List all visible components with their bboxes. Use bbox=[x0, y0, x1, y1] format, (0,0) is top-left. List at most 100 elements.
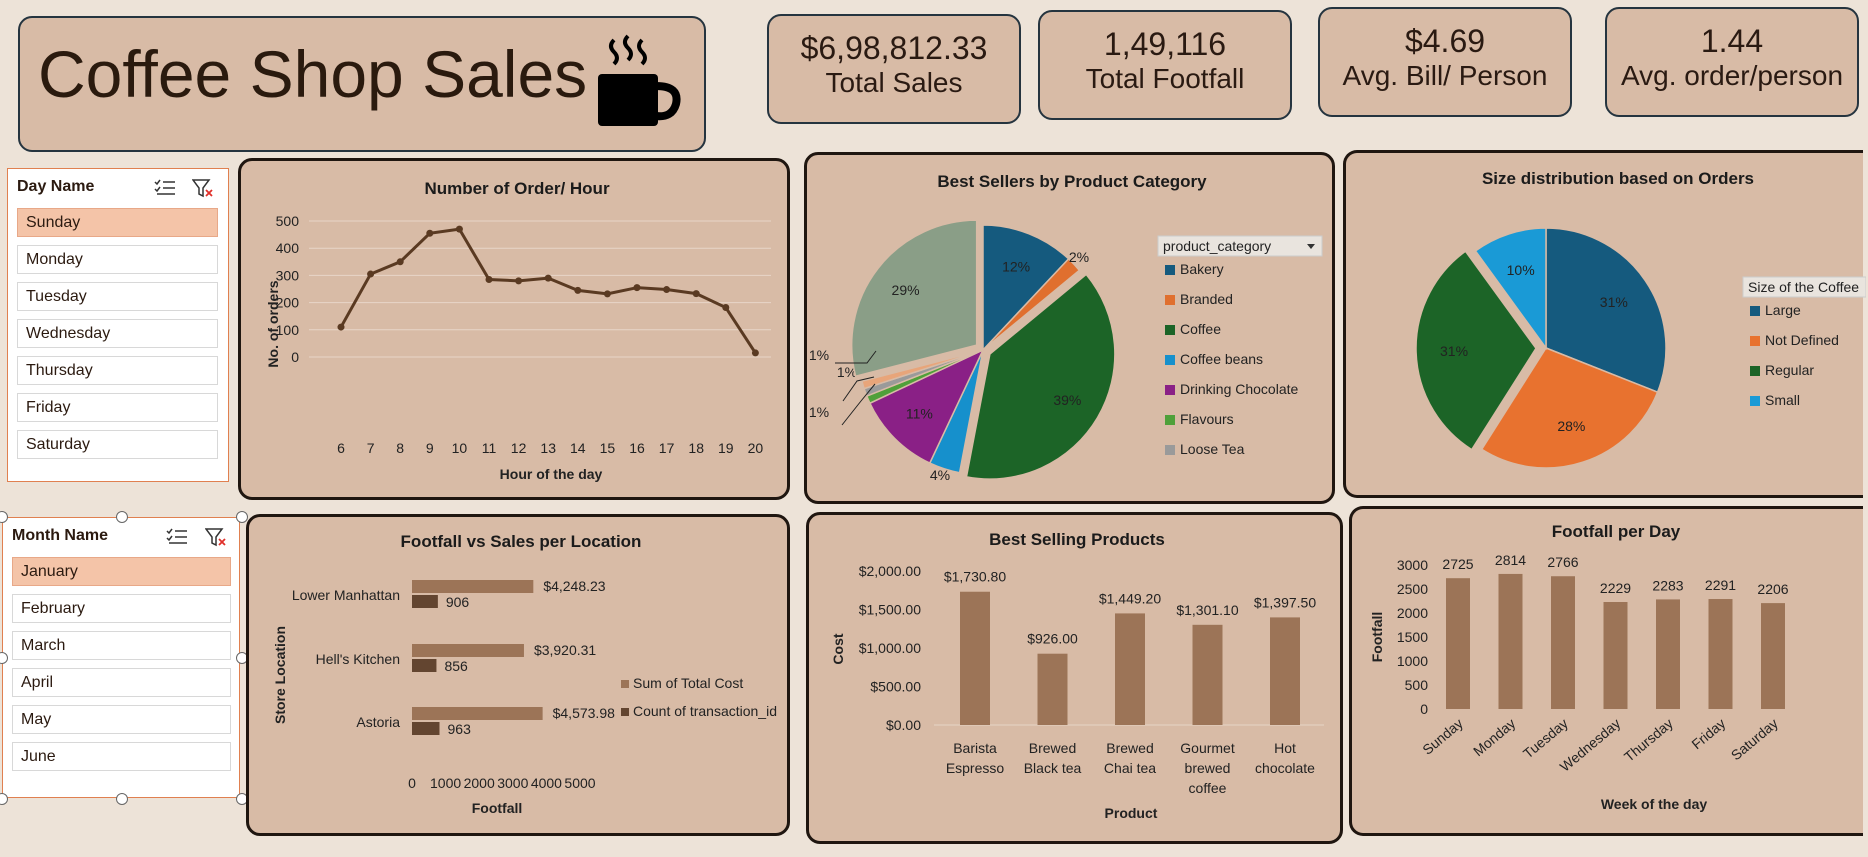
slicer-item-friday[interactable]: Friday bbox=[17, 393, 218, 422]
x-tick-label: 2000 bbox=[464, 775, 495, 791]
orders-per-hour-chart: Number of Order/ Hour 0 100 200 300 400 500 6 7 8… bbox=[265, 179, 771, 482]
resize-handle[interactable] bbox=[236, 511, 248, 523]
kpi-value: 1.44 bbox=[1700, 23, 1764, 59]
kpi-value: $6,98,812.33 bbox=[800, 30, 988, 66]
x-tick-label: Chai tea bbox=[1104, 760, 1156, 776]
data-point bbox=[633, 284, 641, 292]
y-tick-label: $500.00 bbox=[870, 679, 921, 695]
data-label: 2814 bbox=[1495, 552, 1526, 568]
best-selling-products-panel: Best Selling Products $0.00 $500.00 $1,000.… bbox=[806, 512, 1343, 844]
kpi-total-sales: $6,98,812.33 Total Sales bbox=[767, 14, 1021, 124]
product-bar bbox=[1270, 617, 1300, 725]
size-distribution-panel: Size distribution based on Orders 31% 28% 3… bbox=[1343, 150, 1866, 498]
x-tick-label: Brewed bbox=[1029, 740, 1076, 756]
bar-total-cost bbox=[412, 707, 543, 720]
month-name-slicer: Month Name January February March April May J… bbox=[2, 517, 240, 798]
data-label: 1% bbox=[809, 404, 829, 420]
footfall-sales-location-panel: Footfall vs Sales per Location Lower Manh… bbox=[246, 514, 790, 836]
resize-handle[interactable] bbox=[116, 511, 128, 523]
slicer-item-wednesday[interactable]: Wednesday bbox=[17, 319, 218, 348]
slicer-item-saturday[interactable]: Saturday bbox=[17, 430, 218, 459]
footfall-bar bbox=[1603, 602, 1628, 709]
slicer-item-tuesday[interactable]: Tuesday bbox=[17, 282, 218, 311]
pie-slice-other bbox=[850, 219, 978, 378]
footfall-sales-location-chart: Footfall vs Sales per Location Lower Manh… bbox=[272, 532, 777, 816]
x-tick-label: brewed bbox=[1185, 760, 1231, 776]
kpi-label: Avg. Bill/ Person bbox=[1342, 60, 1548, 91]
resize-handle[interactable] bbox=[0, 652, 8, 664]
size-distribution-pie-chart: Size distribution based on Orders 31% 28% 3… bbox=[1415, 169, 1866, 469]
data-label: 39% bbox=[1053, 392, 1081, 408]
product-bar bbox=[960, 591, 990, 725]
y-tick-label: 300 bbox=[276, 267, 300, 283]
slicer-item-may[interactable]: May bbox=[12, 705, 231, 734]
slicer-item-january[interactable]: January bbox=[12, 557, 231, 586]
legend-swatch bbox=[1750, 306, 1760, 316]
kpi-value: $4.69 bbox=[1404, 23, 1486, 59]
multi-select-icon[interactable] bbox=[166, 527, 188, 547]
x-tick-label: Sunday bbox=[1419, 715, 1466, 758]
data-label: 2725 bbox=[1442, 556, 1473, 572]
data-label: $3,920.31 bbox=[534, 642, 596, 658]
legend-label: Coffee bbox=[1180, 321, 1221, 337]
legend-label: Regular bbox=[1765, 362, 1814, 378]
slicer-item-march[interactable]: March bbox=[12, 631, 231, 660]
data-point bbox=[367, 270, 375, 278]
footfall-bar bbox=[1498, 573, 1523, 709]
y-tick-label: Hell's Kitchen bbox=[316, 651, 400, 667]
slicer-item-sunday[interactable]: Sunday bbox=[17, 208, 218, 237]
data-point bbox=[337, 323, 345, 331]
x-tick-label: Hot bbox=[1274, 740, 1296, 756]
slicer-item-april[interactable]: April bbox=[12, 668, 231, 697]
legend-label: Flavours bbox=[1180, 411, 1234, 427]
y-axis-label: No. of orders bbox=[265, 280, 281, 367]
resize-handle[interactable] bbox=[0, 511, 8, 523]
x-tick-label: Tuesday bbox=[1520, 715, 1571, 761]
y-tick-label: Lower Manhattan bbox=[292, 587, 400, 603]
slicer-item-monday[interactable]: Monday bbox=[17, 245, 218, 274]
x-tick-label: Brewed bbox=[1106, 740, 1153, 756]
y-tick-label: 0 bbox=[291, 349, 299, 365]
clear-filter-icon[interactable] bbox=[192, 178, 214, 198]
x-tick-label: Friday bbox=[1688, 715, 1728, 752]
legend-swatch bbox=[1165, 265, 1175, 275]
y-tick-label: 2500 bbox=[1397, 581, 1428, 597]
chart-title: Footfall per Day bbox=[1552, 522, 1681, 541]
data-label: 856 bbox=[444, 658, 468, 674]
legend-swatch bbox=[1165, 355, 1175, 365]
orders-per-hour-panel: Number of Order/ Hour 0 100 200 300 400 500 6 7 8… bbox=[238, 158, 790, 500]
x-tick-label: 18 bbox=[688, 440, 704, 456]
chart-title: Number of Order/ Hour bbox=[424, 179, 610, 198]
kpi-label: Total Footfall bbox=[1085, 63, 1245, 94]
multi-select-icon[interactable] bbox=[154, 178, 176, 198]
resize-handle[interactable] bbox=[0, 793, 8, 805]
title-card: Coffee Shop Sales bbox=[18, 16, 706, 152]
slicer-item-thursday[interactable]: Thursday bbox=[17, 356, 218, 385]
x-axis-label: Week of the day bbox=[1601, 796, 1708, 812]
x-tick-label: 15 bbox=[600, 440, 616, 456]
slicer-header: Day Name bbox=[8, 169, 228, 209]
data-label: 28% bbox=[1557, 418, 1585, 434]
legend-title-box bbox=[1157, 235, 1323, 257]
legend-label: Sum of Total Cost bbox=[633, 675, 743, 691]
data-point bbox=[574, 286, 582, 294]
clear-filter-icon[interactable] bbox=[205, 527, 227, 547]
resize-handle[interactable] bbox=[116, 793, 128, 805]
y-tick-label: 0 bbox=[1420, 701, 1428, 717]
bar-transaction-count bbox=[412, 659, 437, 672]
pie-slice-coffee bbox=[965, 273, 1116, 480]
pie-slice-not-defined bbox=[1480, 347, 1659, 469]
slicer-item-february[interactable]: February bbox=[12, 594, 231, 623]
bar-transaction-count bbox=[412, 722, 440, 735]
legend-label: Small bbox=[1765, 392, 1800, 408]
data-label: 2206 bbox=[1757, 581, 1788, 597]
slicer-item-june[interactable]: June bbox=[12, 742, 231, 771]
x-tick-label: coffee bbox=[1189, 780, 1227, 796]
x-axis-label: Hour of the day bbox=[500, 466, 603, 482]
data-point bbox=[485, 275, 493, 283]
best-selling-products-chart: Best Selling Products $0.00 $500.00 $1,000.… bbox=[830, 530, 1324, 821]
y-tick-label: 1000 bbox=[1397, 653, 1428, 669]
x-tick-label: 9 bbox=[426, 440, 434, 456]
legend-swatch bbox=[1165, 445, 1175, 455]
x-tick-label: 10 bbox=[452, 440, 468, 456]
